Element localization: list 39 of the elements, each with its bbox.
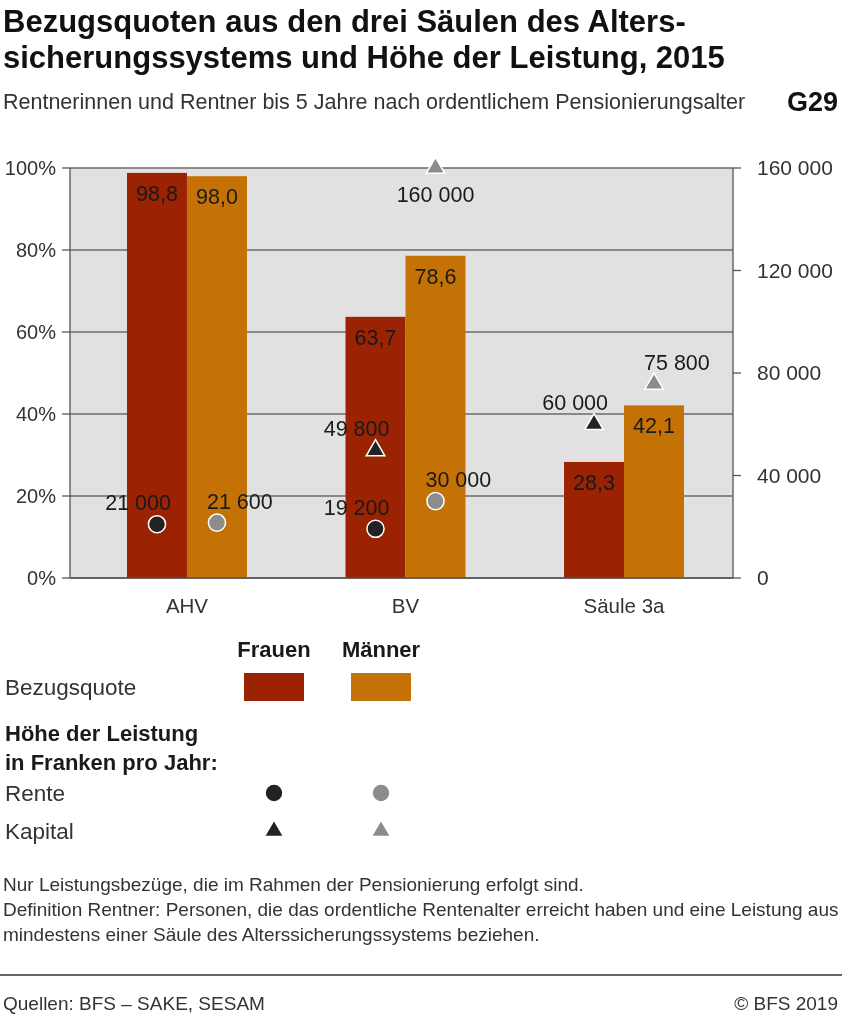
- bar: [624, 405, 685, 578]
- text: Bezugsquote: [5, 675, 137, 700]
- data-label: 98,0: [196, 185, 238, 210]
- y2-tick-label: 160 000: [757, 156, 833, 180]
- x-tick-label: Säule 3a: [583, 594, 666, 617]
- text: Nur Leistungsbezüge, die im Rahmen der Pensionierung erfolgt sind.: [3, 874, 584, 895]
- y-tick-label: 80%: [15, 239, 57, 261]
- data-label: 98,8: [136, 181, 178, 206]
- data-label: 28,3: [573, 470, 615, 495]
- text: Rente: [5, 781, 66, 806]
- legend-title: Höhe der Leistung in Franken pro Jahr:: [5, 721, 218, 775]
- data-label: 63,7: [354, 325, 397, 350]
- y-tick-label: 40%: [15, 403, 57, 425]
- y2-tick-label: 120 000: [757, 258, 833, 282]
- text: Definition Rentner: Personen, die das ordentliche Rentenalter erreicht haben und eine Leistung aus mindestens einer Säule des Alterssicherungssystems beziehen.: [3, 899, 839, 945]
- text: Kapital: [5, 819, 74, 844]
- bar: [345, 316, 406, 578]
- text: G29: [786, 87, 838, 117]
- text: Männer: [341, 637, 421, 662]
- data-label: 160 000: [396, 183, 475, 207]
- x-tick-label: AHV: [165, 594, 209, 617]
- data-label: 42,1: [633, 414, 675, 439]
- y-tick-label: 100%: [4, 157, 57, 179]
- bar: [564, 461, 625, 578]
- text: Frauen: [237, 637, 311, 662]
- y-tick-label: 20%: [15, 485, 57, 507]
- y2-tick-label: 80 000: [757, 361, 822, 385]
- y2-tick-label: 40 000: [757, 463, 822, 487]
- chart-subtitle: Rentnerinnen und Rentner bis 5 Jahre nach ordentlichem Pensionierungsalter: [3, 90, 746, 114]
- data-label: 75 800: [644, 350, 710, 375]
- chart-title: Bezugsquoten aus den drei Säulen des Alters- sicherungssystems und Höhe der Leistung, 2015: [3, 4, 725, 75]
- text: © BFS 2019: [734, 993, 838, 1014]
- x-tick-label: BV: [391, 594, 420, 617]
- y-tick-label: 60%: [15, 321, 57, 343]
- y-tick-label: 0%: [27, 567, 57, 589]
- data-label: 60 000: [542, 391, 609, 416]
- source-note: Quellen: BFS – SAKE, SESAM: [3, 993, 265, 1014]
- y2-tick-label: 0: [757, 566, 769, 590]
- data-label: 78,6: [414, 264, 457, 289]
